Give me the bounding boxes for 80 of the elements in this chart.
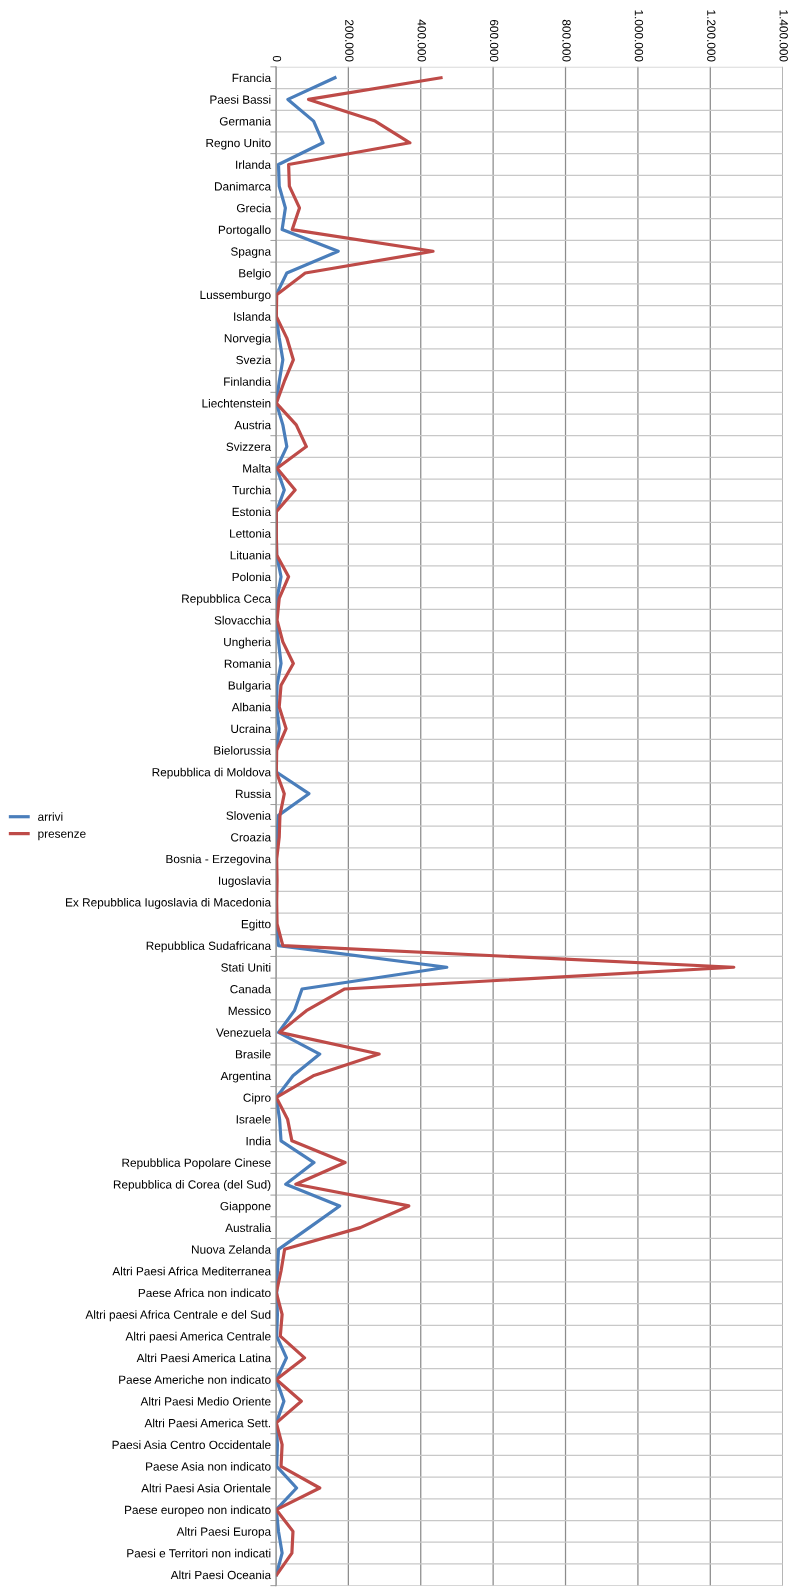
y-tick-label: Bosnia - Erzegovina <box>166 854 272 866</box>
y-tick-label: Svezia <box>236 355 272 365</box>
y-tick-label: India <box>246 1136 272 1146</box>
y-tick-label: Romania <box>224 659 272 668</box>
y-tick-label: Israele <box>236 1114 271 1124</box>
y-tick-label: Albania <box>231 702 272 712</box>
y-tick-label: Messico <box>228 1006 271 1016</box>
y-tick-label: Regno Unito <box>206 138 271 150</box>
y-tick-label: Austria <box>234 420 272 430</box>
y-tick-label: Slovacchia <box>214 615 272 625</box>
y-tick-label: Norvegia <box>224 333 272 345</box>
y-tick-label: Altri Paesi Oceania <box>170 1570 272 1580</box>
y-tick-label: Repubblica Sudafricana <box>146 941 272 953</box>
y-tick-label: Canada <box>230 984 272 994</box>
y-tick-label: Paese Americhe non indicato <box>119 1375 271 1384</box>
y-tick-label: Islanda <box>234 312 272 321</box>
y-tick-label: Estonia <box>232 507 272 517</box>
y-tick-label: Venezuela <box>216 1028 272 1037</box>
y-tick-label: Altri Paesi Medio Oriente <box>140 1396 271 1406</box>
y-tick-label: Grecia <box>236 203 272 213</box>
y-tick-label: Slovenia <box>226 811 272 820</box>
y-tick-label: Argentina <box>220 1071 272 1083</box>
y-tick-label: Bulgaria <box>228 680 272 692</box>
y-tick-label: Altri Paesi America Latina <box>136 1353 272 1363</box>
x-tick-label: 600.000 <box>489 19 499 62</box>
legend-label: arrivi <box>38 812 63 821</box>
x-tick-label: 400.000 <box>417 19 426 62</box>
x-tick-label: 800.000 <box>562 19 571 62</box>
y-tick-label: Iugoslavia <box>219 876 272 888</box>
y-tick-label: Lituania <box>230 550 272 560</box>
y-tick-label: Brasile <box>235 1049 271 1059</box>
y-tick-label: Finlandia <box>224 377 272 386</box>
y-tick-label: Lussemburgo <box>200 290 271 302</box>
y-tick-label: Spagna <box>230 247 272 259</box>
x-tick-label: 200.000 <box>345 19 354 62</box>
y-tick-label: Paesi e Territori non indicati <box>127 1548 271 1558</box>
y-tick-label: Paese europeo non indicato <box>125 1505 271 1517</box>
y-tick-label: Repubblica di Moldova <box>152 767 272 779</box>
y-tick-label: Altri Paesi Africa Mediterranea <box>112 1266 272 1276</box>
y-tick-label: Turchia <box>232 485 272 495</box>
y-tick-label: Germania <box>219 116 272 126</box>
y-tick-label: Altri paesi America Centrale <box>125 1331 271 1343</box>
y-tick-label: Croazia <box>231 832 272 842</box>
y-tick-label: Portogallo <box>218 225 271 237</box>
y-tick-label: Repubblica di Corea (del Sud) <box>113 1179 271 1191</box>
y-tick-label: Danimarca <box>215 181 272 191</box>
y-tick-label: Malta <box>243 463 272 473</box>
y-tick-label: Cipro <box>243 1093 271 1105</box>
legend-label: presenze <box>38 831 86 841</box>
y-tick-label: Altri Paesi Europa <box>176 1527 272 1539</box>
y-tick-label: Russia <box>235 789 272 799</box>
y-tick-label: Francia <box>232 73 272 83</box>
y-tick-label: Ex Repubblica Iugoslavia di Macedonia <box>66 897 272 909</box>
x-tick-label: 1.200.000 <box>707 10 716 62</box>
y-tick-label: Altri paesi Africa Centrale e del Sud <box>85 1310 271 1322</box>
x-tick-label: 1.400.000 <box>779 10 788 62</box>
y-tick-label: Svizzera <box>226 442 272 451</box>
y-tick-label: Paesi Bassi <box>210 95 271 104</box>
y-tick-label: Lettonia <box>230 529 272 538</box>
y-tick-label: Belgio <box>239 268 271 280</box>
y-tick-label: Paese Asia non indicato <box>146 1462 271 1471</box>
y-tick-label: Stati Uniti <box>221 963 271 972</box>
y-tick-label: Repubblica Ceca <box>182 594 272 606</box>
y-tick-label: Irlanda <box>236 160 272 169</box>
y-tick-label: Ungheria <box>224 637 272 649</box>
y-tick-label: Bielorussia <box>214 746 272 755</box>
y-tick-label: Nuova Zelanda <box>192 1245 272 1254</box>
y-tick-label: Paese Africa non indicato <box>138 1288 271 1298</box>
y-tick-label: Ucraina <box>231 724 272 734</box>
y-tick-label: Egitto <box>241 919 271 931</box>
y-tick-label: Australia <box>225 1223 272 1233</box>
x-tick-label: 0 <box>272 55 282 62</box>
y-tick-label: Repubblica Popolare Cinese <box>122 1158 271 1170</box>
y-tick-label: Liechtenstein <box>202 398 271 408</box>
y-tick-label: Paesi Asia Centro Occidentale <box>112 1440 271 1449</box>
x-tick-label: 1.000.000 <box>634 10 644 62</box>
y-tick-label: Polonia <box>232 572 272 582</box>
y-tick-label: Giappone <box>220 1201 271 1213</box>
y-tick-label: Altri Paesi America Sett. <box>144 1418 271 1428</box>
y-tick-label: Altri Paesi Asia Orientale <box>141 1483 271 1493</box>
